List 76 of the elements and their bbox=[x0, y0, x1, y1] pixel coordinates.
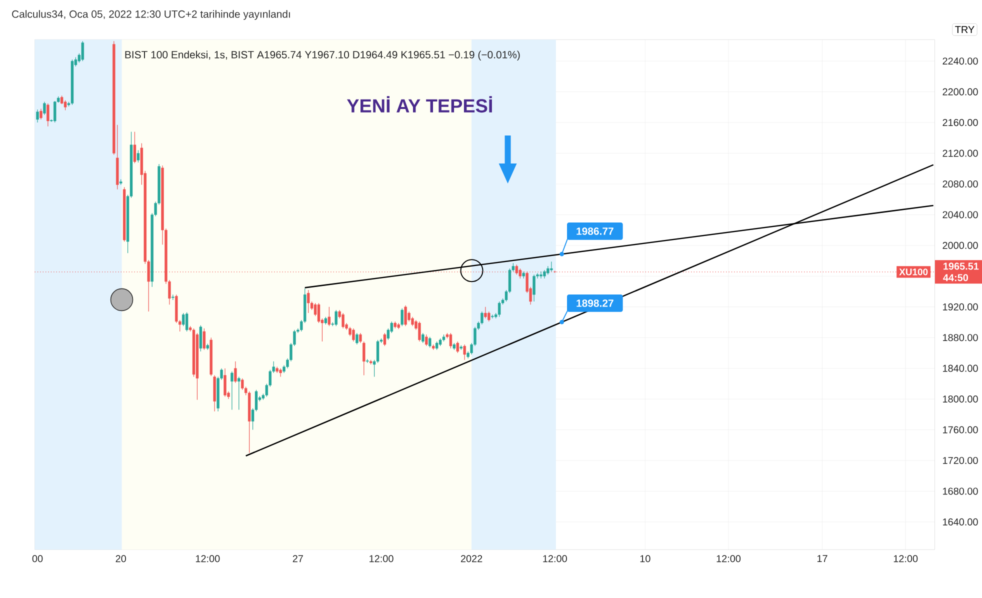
y-tick-label: 2000.00 bbox=[942, 242, 978, 249]
x-tick-label: 27 bbox=[292, 555, 303, 562]
candlestick bbox=[43, 102, 46, 116]
x-tick-label: 12:00 bbox=[196, 555, 220, 562]
candlestick bbox=[136, 150, 140, 163]
candlestick bbox=[279, 368, 282, 378]
x-tick-label: 12:00 bbox=[543, 555, 567, 562]
candlestick bbox=[550, 261, 553, 272]
candlestick bbox=[36, 109, 39, 123]
candlestick bbox=[498, 301, 501, 318]
annotation: 1986.77 bbox=[576, 227, 614, 235]
x-tick-label: 00 bbox=[32, 555, 43, 562]
y-tick-label: 2240.00 bbox=[942, 58, 978, 65]
y-tick-label: 2120.00 bbox=[942, 150, 978, 157]
text: BIST 100 Endeksi, 1s, BIST A1965.74 Y1967.10 D1964.49 K1965.51 −0.19 (−0.01%) bbox=[125, 50, 520, 60]
x-tick-label: 12:00 bbox=[894, 555, 918, 562]
y-tick-label: 1760.00 bbox=[943, 426, 978, 434]
x-tick-label: 17 bbox=[817, 555, 828, 562]
candlestick bbox=[356, 332, 358, 345]
y-tick-label: 1920.00 bbox=[943, 303, 978, 310]
x-tick-label: 10 bbox=[640, 555, 650, 562]
candlestick bbox=[352, 328, 355, 342]
y-tick-label: 1680.00 bbox=[943, 488, 978, 495]
candlestick bbox=[400, 308, 404, 326]
candlestick bbox=[224, 368, 226, 398]
candlestick bbox=[428, 336, 432, 348]
candlestick bbox=[202, 328, 206, 350]
candlestick bbox=[199, 325, 202, 352]
candlestick bbox=[456, 341, 459, 354]
candlestick bbox=[230, 371, 234, 410]
candlestick bbox=[172, 294, 174, 300]
y-tick-label: 1640.00 bbox=[943, 518, 978, 526]
candlestick bbox=[40, 108, 42, 120]
x-tick-label: 2022 bbox=[460, 555, 482, 562]
y-tick-label: 1840.00 bbox=[943, 364, 978, 372]
y-tick-label: 2080.00 bbox=[942, 180, 978, 188]
candlestick bbox=[46, 103, 50, 127]
candlestick bbox=[334, 310, 338, 326]
ref-line-label: XU100 bbox=[899, 268, 928, 276]
text: 1965.51 bbox=[944, 262, 979, 270]
candlestick bbox=[306, 290, 310, 314]
candlestick bbox=[484, 306, 487, 319]
x-tick-label: 12:00 bbox=[716, 555, 741, 562]
y-tick-label: 1720.00 bbox=[943, 456, 978, 464]
x-tick-label: 20 bbox=[116, 555, 126, 562]
candlestick bbox=[404, 305, 407, 326]
candlestick bbox=[532, 274, 536, 302]
candlestick bbox=[182, 312, 185, 326]
candlestick bbox=[425, 334, 428, 346]
text: TRY bbox=[955, 26, 974, 34]
candlestick bbox=[418, 321, 421, 342]
y-tick-label: 1800.00 bbox=[943, 396, 978, 403]
candlestick bbox=[234, 361, 237, 384]
candlestick bbox=[238, 376, 240, 410]
candlestick bbox=[185, 312, 188, 332]
y-tick-label: 2200.00 bbox=[942, 88, 978, 96]
candlestick bbox=[54, 100, 56, 123]
annotation: 1898.27 bbox=[576, 300, 614, 307]
candlestick bbox=[64, 100, 67, 111]
candlestick bbox=[463, 344, 466, 360]
x-tick-label: 12:00 bbox=[370, 555, 394, 562]
candlestick bbox=[81, 40, 84, 62]
candlestick bbox=[328, 306, 331, 326]
candlestick bbox=[540, 271, 542, 279]
text: 44:50 bbox=[943, 274, 968, 282]
candlestick bbox=[422, 332, 424, 344]
candlestick bbox=[449, 332, 452, 349]
chart-title: Calculus34, Oca 05, 2022 12:30 UTC+2 tarihinde yayınlandı bbox=[12, 10, 290, 20]
y-tick-label: 1880.00 bbox=[943, 334, 978, 342]
candlestick bbox=[383, 332, 386, 346]
candlestick bbox=[488, 311, 490, 322]
candlestick bbox=[342, 312, 344, 329]
annotation: YENİ AY TEPESİ bbox=[346, 96, 492, 113]
y-tick-label: 2160.00 bbox=[942, 119, 978, 126]
candlestick bbox=[133, 131, 136, 164]
y-tick-label: 2040.00 bbox=[942, 211, 978, 218]
